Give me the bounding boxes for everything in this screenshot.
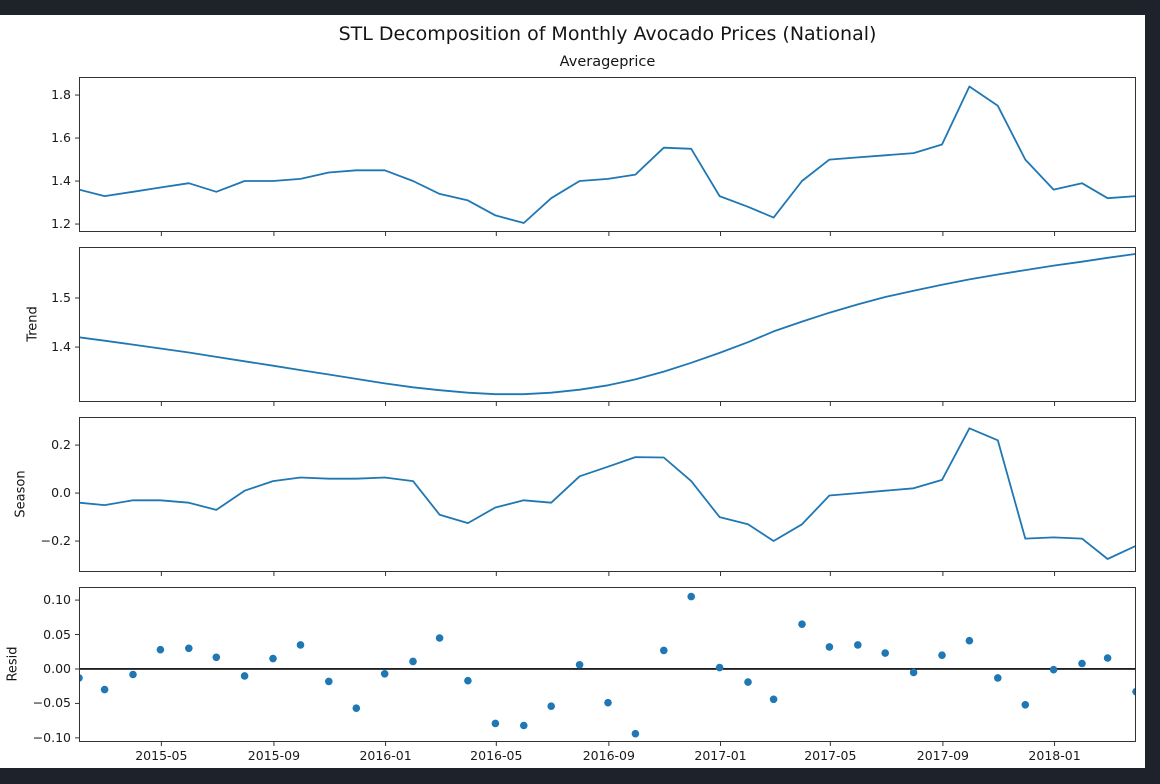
residual-point [241,672,249,680]
seasonal-data [79,428,1136,559]
y-tick-label-residual: −0.05 [0,695,71,710]
y-tick-label-residual: 0.00 [0,661,71,676]
residual-data [75,593,1140,738]
residual-point [409,658,417,666]
y-tick-label-seasonal: −0.2 [0,533,71,548]
trend-spines [80,248,1136,402]
residual-point [185,645,193,653]
residual-point [687,593,695,601]
subplot-observed-title: Averageprice [79,54,1136,70]
residual-point [910,669,918,677]
y-tick-label-trend: 1.5 [0,290,71,305]
residual-point [716,664,724,672]
ylabel-trend: Trend [26,306,41,342]
residual-point [325,678,333,686]
x-tick-label: 2015-05 [121,748,201,763]
residual-point [213,654,221,662]
y-tick-label-residual: 0.05 [0,627,71,642]
x-tick-label: 2015-09 [234,748,314,763]
residual-point [547,702,555,710]
x-tick-label: 2016-09 [569,748,649,763]
y-tick-label-observed: 1.6 [0,130,71,145]
residual-point [157,646,165,654]
residual-point [938,651,946,659]
x-tick-label: 2016-05 [456,748,536,763]
y-tick-label-residual: 0.10 [0,592,71,607]
trend-line [79,254,1136,394]
residual-point [770,696,778,704]
residual-point [1078,660,1086,668]
residual-point [1050,666,1058,674]
figure-title: STL Decomposition of Monthly Avocado Pri… [79,23,1136,45]
residual-point [798,620,806,628]
residual-point [854,641,862,649]
observed-spines [80,78,1136,232]
residual-point [436,634,444,642]
residual-point [881,649,889,657]
subplot-observed [79,77,1136,232]
subplot-residual [79,587,1136,742]
y-tick-label-observed: 1.2 [0,216,71,231]
residual-point [101,686,109,694]
observed-line [79,87,1136,224]
residual-point [381,670,389,678]
subplot-seasonal [79,417,1136,572]
x-tick-label: 2016-01 [346,748,426,763]
trend-data [79,254,1136,394]
y-tick-label-trend: 1.4 [0,339,71,354]
residual-point [464,677,472,685]
x-tick-label: 2017-05 [790,748,870,763]
residual-point [826,643,834,651]
x-tick-label: 2018-01 [1015,748,1095,763]
residual-point [994,674,1002,682]
residual-point [269,655,277,663]
residual-point [1022,701,1030,709]
y-tick-label-observed: 1.4 [0,173,71,188]
y-tick-label-observed: 1.8 [0,87,71,102]
residual-point [492,720,500,728]
residual-point [576,661,584,669]
y-tick-label-seasonal: 0.0 [0,485,71,500]
residual-point [660,647,668,655]
residual-point [632,730,640,738]
seasonal-line [79,428,1136,559]
subplot-trend [79,247,1136,402]
residual-point [1104,654,1112,662]
y-tick-label-residual: −0.10 [0,730,71,745]
residual-point [353,704,361,712]
x-tick-label: 2017-09 [903,748,983,763]
residual-point [604,699,612,707]
stl-figure-canvas: STL Decomposition of Monthly Avocado Pri… [0,15,1145,768]
residual-point [744,678,752,686]
residual-point [297,641,305,649]
y-tick-label-seasonal: 0.2 [0,437,71,452]
residual-point [520,722,528,730]
residual-spines [80,588,1136,742]
observed-data [79,87,1136,224]
residual-point [129,671,137,679]
residual-point [966,637,974,645]
x-tick-label: 2017-01 [681,748,761,763]
